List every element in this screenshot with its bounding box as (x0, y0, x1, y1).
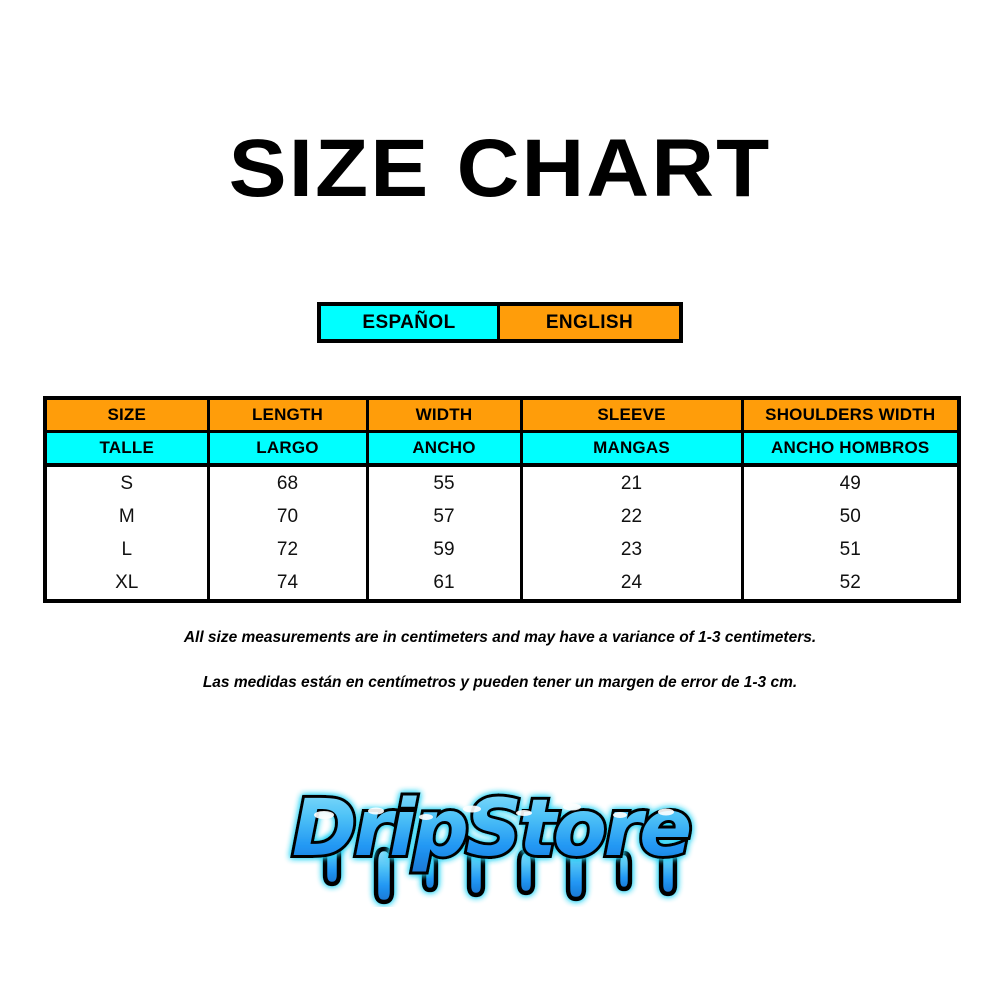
logo-wordmark: DripStore (289, 781, 695, 877)
cell-width: 55 (365, 465, 523, 500)
column-header-ancho-hombros: ANCHO HOMBROS (740, 431, 959, 467)
cell-length: 70 (206, 500, 369, 533)
note-english: All size measurements are in centimeters… (183, 629, 817, 646)
cell-width: 61 (365, 566, 523, 601)
brand-logo: DripStore (0, 762, 1000, 912)
cell-shoulders: 51 (740, 533, 959, 566)
cell-sleeve: 24 (519, 566, 744, 601)
cell-size: S (45, 465, 210, 500)
column-header-sleeve: SLEEVE (519, 398, 744, 433)
column-header-ancho: ANCHO (365, 431, 523, 467)
size-table: SIZE LENGTH WIDTH SLEEVE SHOULDERS WIDTH… (43, 396, 961, 603)
cell-shoulders: 50 (740, 500, 959, 533)
cell-shoulders: 49 (740, 465, 959, 500)
language-button-spanish[interactable]: ESPAÑOL (321, 306, 500, 339)
logo-drip-shapes (322, 836, 678, 905)
table-header-row-english: SIZE LENGTH WIDTH SLEEVE SHOULDERS WIDTH (45, 398, 959, 433)
note-spanish: Las medidas están en centímetros y puede… (202, 674, 798, 691)
cell-length: 72 (206, 533, 369, 566)
column-header-size: SIZE (45, 398, 210, 433)
table-header-row-spanish: TALLE LARGO ANCHO MANGAS ANCHO HOMBROS (45, 431, 959, 467)
cell-size: XL (45, 566, 210, 601)
measurement-notes: All size measurements are in centimeters… (0, 628, 1000, 693)
cell-shoulders: 52 (740, 566, 959, 601)
column-header-length: LENGTH (206, 398, 369, 433)
table-row: S 68 55 21 49 (45, 465, 959, 500)
cell-length: 74 (206, 566, 369, 601)
logo-highlights (314, 803, 674, 820)
cell-sleeve: 21 (519, 465, 744, 500)
column-header-talle: TALLE (45, 431, 210, 467)
cell-sleeve: 22 (519, 500, 744, 533)
column-header-shoulders: SHOULDERS WIDTH (740, 398, 959, 433)
language-toggle[interactable]: ESPAÑOL ENGLISH (317, 302, 683, 343)
column-header-width: WIDTH (365, 398, 523, 433)
cell-sleeve: 23 (519, 533, 744, 566)
table-row: L 72 59 23 51 (45, 533, 959, 566)
column-header-largo: LARGO (206, 431, 369, 467)
cell-size: M (45, 500, 210, 533)
cell-size: L (45, 533, 210, 566)
table-row: XL 74 61 24 52 (45, 566, 959, 601)
cell-width: 57 (365, 500, 523, 533)
language-button-english[interactable]: ENGLISH (500, 306, 679, 339)
cell-width: 59 (365, 533, 523, 566)
logo-text: DripStore (292, 784, 689, 874)
cell-length: 68 (206, 465, 369, 500)
dripstore-logo-icon: DripStore (289, 781, 695, 905)
page-title: SIZE CHART (228, 123, 772, 214)
size-table-container: SIZE LENGTH WIDTH SLEEVE SHOULDERS WIDTH… (43, 396, 961, 603)
column-header-mangas: MANGAS (519, 431, 744, 467)
table-row: M 70 57 22 50 (45, 500, 959, 533)
